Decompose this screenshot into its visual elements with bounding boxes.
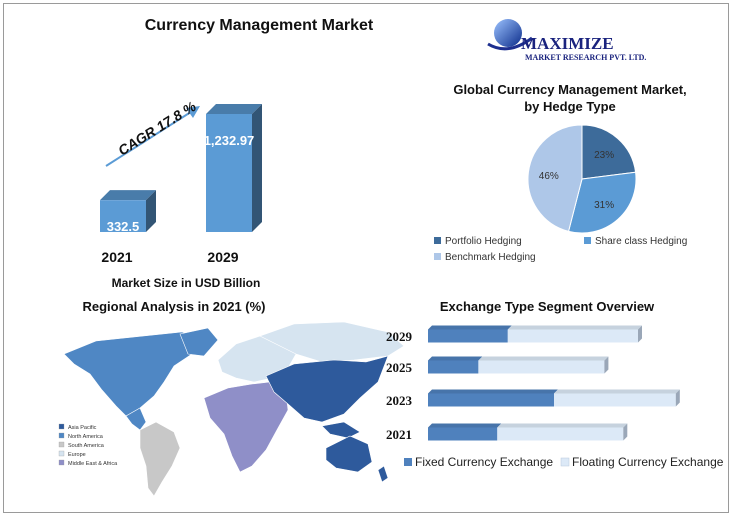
pie-legend-label: Portfolio Hedging — [445, 236, 522, 247]
map-title: Regional Analysis in 2021 (%) — [82, 299, 265, 314]
exchange-segment-top — [428, 356, 483, 361]
exchange-segment-fixed — [428, 329, 508, 343]
pie-legend-item: Portfolio Hedging — [434, 236, 522, 247]
exchange-bar-2029: 2029 — [386, 325, 642, 344]
pie-slice-share-class-hedging — [567, 171, 637, 234]
exchange-segment-floating — [554, 393, 676, 407]
pie-legend-label: Share class Hedging — [595, 236, 687, 247]
exchange-legend-label: Floating Currency Exchange — [572, 455, 724, 469]
exchange-category-label: 2023 — [386, 393, 413, 408]
exchange-legend-item: Fixed Currency Exchange — [404, 455, 553, 469]
legend-swatch — [584, 237, 591, 244]
pie-value-label: 46% — [539, 171, 559, 182]
market-size-category-label: 2029 — [207, 249, 238, 265]
exchange-bar-end — [675, 389, 680, 407]
legend-swatch — [560, 457, 570, 467]
exchange-segment-top — [507, 325, 642, 330]
pie-legend-label: Benchmark Hedging — [445, 252, 536, 263]
market-size-value-label: 332.5 — [107, 219, 140, 234]
exchange-chart-title: Exchange Type Segment Overview — [440, 299, 655, 314]
exchange-bar-end — [623, 423, 628, 441]
exchange-segment-top — [554, 389, 680, 394]
map-legend-swatch — [58, 441, 65, 448]
pie-legend-item: Share class Hedging — [584, 236, 687, 247]
exchange-segment-fixed — [428, 360, 479, 374]
company-logo: MAXIMIZE MARKET RESEARCH PVT. LTD. — [487, 19, 646, 62]
logo-swoosh — [487, 36, 533, 51]
pie-title-line-1: Global Currency Management Market, — [453, 82, 686, 97]
exchange-segment-top — [478, 356, 609, 361]
region-southeast-asia — [321, 421, 361, 439]
cagr-arrowhead — [186, 106, 200, 118]
market-size-category-label: 2021 — [101, 249, 132, 265]
hedge-type-pie-chart: Global Currency Management Market, by He… — [434, 82, 687, 263]
legend-swatch — [434, 253, 441, 260]
map-legend-swatch — [58, 423, 65, 430]
market-size-bar-2029 — [206, 104, 262, 232]
infographic-frame: Currency Management Market MAXIMIZE MARK… — [3, 3, 729, 513]
exchange-type-chart: Exchange Type Segment Overview 2029 2025 2… — [386, 299, 724, 469]
page-title: Currency Management Market — [145, 17, 374, 34]
exchange-bar-end — [604, 356, 609, 374]
exchange-bar-2025: 2025 — [386, 356, 609, 375]
market-size-bar-2021 — [100, 190, 156, 232]
pie-legend-item: Benchmark Hedging — [434, 252, 536, 263]
legend-swatch — [404, 458, 412, 466]
exchange-segment-top — [428, 389, 558, 394]
map-legend-swatch — [58, 432, 65, 439]
exchange-segment-floating — [497, 427, 624, 441]
map-legend-swatch — [58, 459, 65, 466]
map-legend-label: Europe — [68, 452, 86, 458]
pie-value-label: 23% — [594, 150, 614, 161]
region-north-asia — [259, 321, 405, 363]
exchange-segment-fixed — [428, 427, 498, 441]
exchange-legend-label: Fixed Currency Exchange — [415, 455, 553, 469]
logo-name: MAXIMIZE — [521, 34, 614, 53]
exchange-segment-floating — [478, 360, 605, 374]
region-central-america — [125, 407, 147, 431]
legend-swatch — [434, 237, 441, 244]
region-middle-east-africa — [203, 381, 289, 473]
market-size-axis-label: Market Size in USD Billion — [112, 276, 261, 290]
exchange-segment-floating — [507, 329, 638, 343]
region-new-zealand — [377, 465, 389, 483]
pie-slice-portfolio-hedging — [581, 124, 637, 180]
region-asia-pacific — [265, 355, 389, 423]
exchange-segment-top — [428, 423, 502, 428]
logo-subtitle: MARKET RESEARCH PVT. LTD. — [525, 53, 646, 62]
region-south-america — [139, 421, 181, 497]
region-australia — [325, 435, 373, 473]
region-north-america — [63, 331, 199, 417]
map-legend-label: Asia Pacific — [68, 425, 97, 431]
cagr-annotation: CAGR 17.8 % — [115, 98, 199, 159]
exchange-category-label: 2021 — [386, 427, 412, 442]
map-legend-swatch — [58, 450, 65, 457]
infographic-canvas: Currency Management Market MAXIMIZE MARK… — [58, 17, 724, 497]
world-map — [63, 321, 405, 497]
globe-icon — [494, 19, 522, 47]
exchange-segment-top — [428, 325, 512, 330]
map-legend-label: South America — [68, 443, 105, 449]
region-greenland — [179, 327, 219, 357]
exchange-legend-item: Floating Currency Exchange — [560, 455, 724, 469]
exchange-bar-2021: 2021 — [386, 423, 628, 442]
map-legend-label: Middle East & Africa — [68, 461, 118, 467]
pie-slice-benchmark-hedging — [527, 124, 583, 232]
exchange-bar-2023: 2023 — [386, 389, 680, 408]
exchange-category-label: 2029 — [386, 329, 413, 344]
exchange-segment-fixed — [428, 393, 554, 407]
map-legend: Asia Pacific North America South America Eu… — [58, 423, 118, 467]
exchange-segment-top — [497, 423, 628, 428]
pie-title-line-2: by Hedge Type — [524, 99, 616, 114]
cagr-arrow — [105, 109, 195, 167]
market-size-value-label: 1,232.97 — [204, 133, 255, 148]
exchange-bar-end — [638, 325, 642, 343]
map-legend-label: North America — [68, 434, 104, 440]
market-size-chart: CAGR 17.8 % Market Size in USD Billion 3… — [100, 98, 262, 290]
exchange-category-label: 2025 — [386, 360, 413, 375]
pie-value-label: 31% — [594, 200, 614, 211]
